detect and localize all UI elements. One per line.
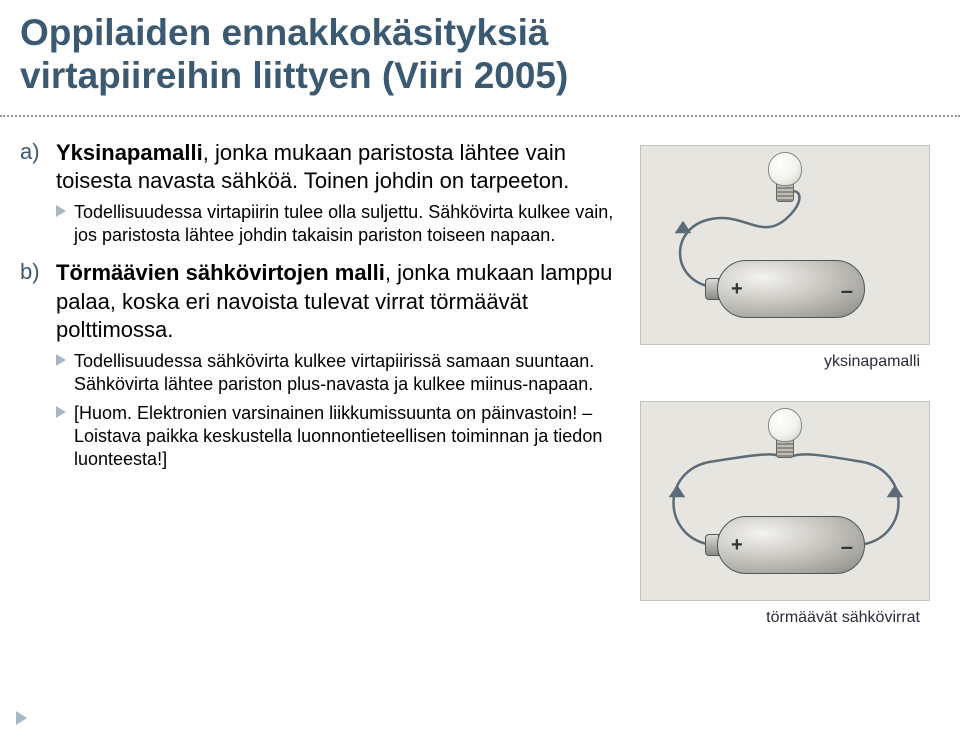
heading-line-1: Oppilaiden ennakkokäsityksiä	[20, 12, 549, 53]
heading-text: Oppilaiden ennakkokäsityksiä virtapiirei…	[20, 12, 940, 97]
figure-2-area: + –	[640, 401, 930, 601]
item-a-sub-1: Todellisuudessa virtapiirin tulee olla s…	[56, 201, 620, 247]
item-label-b: b)	[20, 259, 56, 471]
plus-symbol: +	[731, 534, 743, 557]
list-item-b: b) Törmäävien sähkövirtojen malli, jonka…	[20, 259, 620, 471]
item-label-a: a)	[20, 139, 56, 247]
image-column: + – yksinapamalli	[640, 139, 940, 657]
bulb-base	[776, 184, 794, 202]
item-body-a: Yksinapamalli, jonka mukaan paristosta l…	[56, 139, 620, 247]
figure-1-area: + –	[640, 145, 930, 345]
slide-heading: Oppilaiden ennakkokäsityksiä virtapiirei…	[0, 0, 960, 117]
bulb-icon	[765, 408, 805, 464]
battery-icon: + –	[705, 260, 865, 318]
text-column: a) Yksinapamalli, jonka mukaan paristost…	[20, 139, 640, 657]
heading-line-2: virtapiireihin liittyen (Viiri 2005)	[20, 55, 568, 96]
minus-symbol: –	[841, 534, 853, 560]
figure-1-caption: yksinapamalli	[640, 353, 930, 371]
item-b-lead: Törmäävien sähkövirtojen malli	[56, 260, 385, 285]
arrow-icon	[671, 487, 683, 496]
bulb-glass	[768, 408, 802, 442]
content-area: a) Yksinapamalli, jonka mukaan paristost…	[0, 139, 960, 657]
bulb-base	[776, 440, 794, 458]
item-a-lead: Yksinapamalli	[56, 140, 203, 165]
arrow-icon	[677, 223, 689, 232]
plus-symbol: +	[731, 278, 743, 301]
battery-icon: + –	[705, 516, 865, 574]
figure-yksinapamalli: + – yksinapamalli	[640, 145, 930, 371]
arrow-icon	[889, 487, 901, 496]
item-body-b: Törmäävien sähkövirtojen malli, jonka mu…	[56, 259, 620, 471]
bulb-icon	[765, 152, 805, 208]
bulb-glass	[768, 152, 802, 186]
item-b-sub-2: [Huom. Elektronien varsinainen liikkumis…	[56, 402, 620, 471]
list-item-a: a) Yksinapamalli, jonka mukaan paristost…	[20, 139, 620, 247]
item-a-main: Yksinapamalli, jonka mukaan paristosta l…	[56, 139, 620, 195]
item-b-sub-1: Todellisuudessa sähkövirta kulkee virtap…	[56, 350, 620, 396]
item-b-main: Törmäävien sähkövirtojen malli, jonka mu…	[56, 259, 620, 343]
figure-tormaavat: + – törmäävät sähkövirrat	[640, 401, 930, 627]
figure-2-caption: törmäävät sähkövirrat	[640, 609, 930, 627]
minus-symbol: –	[841, 278, 853, 304]
slide-indicator-icon	[16, 711, 27, 725]
